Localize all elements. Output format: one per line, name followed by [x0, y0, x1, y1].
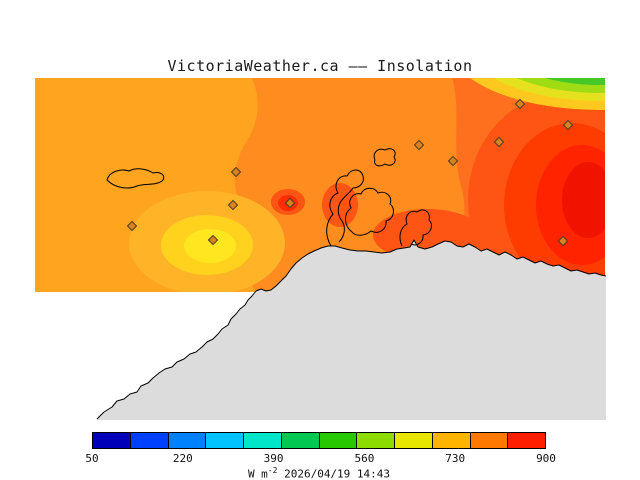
- station-marker: [562, 119, 574, 131]
- contour-bright-green-band: [532, 15, 640, 67]
- colorbar: [92, 432, 546, 449]
- contour-harbour-patch: [322, 183, 358, 227]
- colorbar-tick-label: 390: [263, 452, 284, 465]
- colorbar-segment: [129, 433, 168, 448]
- west-island-outline: [106, 168, 165, 189]
- station-marker: [557, 235, 569, 247]
- colorbar-segment: [431, 433, 470, 448]
- contour-deep-green-band: [516, 8, 640, 76]
- harbour-outlines: [106, 148, 432, 247]
- station-marker: [493, 136, 505, 148]
- inlet-outline: [399, 209, 432, 247]
- colorbar-segment: [318, 433, 357, 448]
- contour-yellow-core: [184, 229, 236, 263]
- peninsula-outline: [326, 169, 364, 247]
- land-mass: [96, 239, 607, 420]
- station-marker: [207, 234, 219, 246]
- station-marker: [227, 199, 239, 211]
- land-fill: [97, 240, 606, 420]
- units-label: W m-2 2026/04/19 14:43: [92, 466, 546, 480]
- colorbar-segment: [356, 433, 394, 448]
- colorbar-segment: [243, 433, 281, 448]
- station-marker: [230, 166, 242, 178]
- colorbar-tick-label: 730: [445, 452, 466, 465]
- harbour-outline: [345, 187, 394, 236]
- colorbar-segment: [280, 433, 319, 448]
- colorbar-segment: [394, 433, 432, 448]
- colorbar-ticks: 50 220 390 560 730 900: [85, 452, 556, 465]
- coastline: [96, 239, 607, 420]
- contour-darkest-red: [562, 162, 605, 238]
- colorbar-tick-label: 900: [536, 452, 556, 465]
- station-markers: [126, 98, 574, 247]
- page-title: VictoriaWeather.ca —— Insolation: [167, 57, 473, 75]
- colorbar-tick-label: 50: [85, 452, 99, 465]
- colorbar-segment: [469, 433, 508, 448]
- small-island-outline: [373, 148, 396, 167]
- colorbar-segment: [507, 433, 545, 448]
- station-marker: [126, 220, 138, 232]
- colorbar-tick-label: 220: [172, 452, 193, 465]
- station-marker: [284, 197, 296, 209]
- station-marker: [413, 139, 425, 151]
- colorbar-tick-label: 560: [354, 452, 375, 465]
- units-exponent: -2: [267, 466, 278, 475]
- colorbar-segment: [205, 433, 243, 448]
- contour-green-band: [544, 78, 605, 85]
- colorbar-segment: [167, 433, 206, 448]
- station-marker: [447, 155, 459, 167]
- datetime-label: 2026/04/19 14:43: [284, 467, 391, 480]
- units-base: W m: [247, 467, 268, 480]
- station-marker: [514, 98, 526, 110]
- colorbar-segment: [93, 433, 130, 448]
